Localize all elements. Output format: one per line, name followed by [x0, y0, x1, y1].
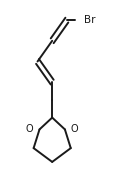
- Text: O: O: [26, 124, 34, 135]
- Text: Br: Br: [84, 15, 95, 25]
- Text: O: O: [71, 124, 79, 135]
